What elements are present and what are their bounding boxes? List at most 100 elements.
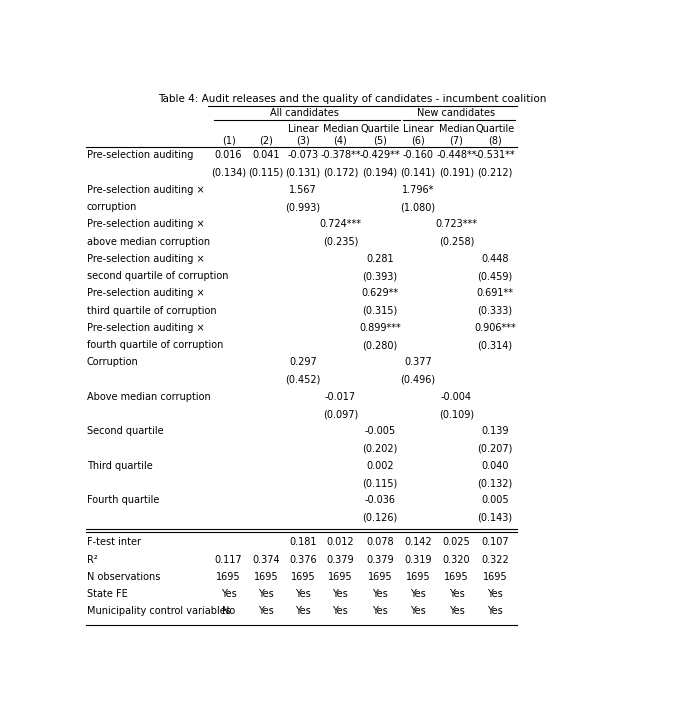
Text: 1695: 1695	[291, 572, 315, 582]
Text: 0.376: 0.376	[289, 555, 317, 565]
Text: (8): (8)	[488, 135, 502, 145]
Text: Pre-selection auditing ×: Pre-selection auditing ×	[87, 220, 205, 230]
Text: Yes: Yes	[487, 589, 503, 599]
Text: (7): (7)	[449, 135, 463, 145]
Text: corruption: corruption	[87, 202, 137, 212]
Text: Yes: Yes	[333, 606, 348, 616]
Text: 1695: 1695	[368, 572, 392, 582]
Text: 0.374: 0.374	[252, 555, 280, 565]
Text: (0.202): (0.202)	[362, 444, 398, 454]
Text: 0.629**: 0.629**	[361, 289, 398, 299]
Text: 0.906***: 0.906***	[474, 323, 516, 333]
Text: -0.160: -0.160	[403, 151, 433, 161]
Text: 1695: 1695	[216, 572, 241, 582]
Text: (0.993): (0.993)	[286, 202, 321, 212]
Text: 0.691**: 0.691**	[476, 289, 513, 299]
Text: New candidates: New candidates	[418, 107, 495, 118]
Text: 1695: 1695	[482, 572, 507, 582]
Text: 1695: 1695	[328, 572, 352, 582]
Text: -0.017: -0.017	[325, 392, 356, 402]
Text: (0.496): (0.496)	[401, 375, 436, 385]
Text: 0.142: 0.142	[404, 538, 432, 547]
Text: -0.378**: -0.378**	[320, 151, 361, 161]
Text: (0.109): (0.109)	[439, 409, 474, 419]
Text: (0.314): (0.314)	[477, 340, 513, 350]
Text: R²: R²	[87, 555, 98, 565]
Text: -0.073: -0.073	[288, 151, 319, 161]
Text: Yes: Yes	[487, 606, 503, 616]
Text: Yes: Yes	[258, 589, 273, 599]
Text: Linear: Linear	[403, 124, 433, 134]
Text: Table 4: Audit releases and the quality of candidates - incumbent coalition: Table 4: Audit releases and the quality …	[158, 94, 546, 104]
Text: 0.025: 0.025	[442, 538, 471, 547]
Text: Yes: Yes	[221, 589, 236, 599]
Text: -0.448**: -0.448**	[436, 151, 477, 161]
Text: State FE: State FE	[87, 589, 128, 599]
Text: (0.212): (0.212)	[477, 168, 513, 178]
Text: (0.258): (0.258)	[439, 237, 474, 247]
Text: 1695: 1695	[444, 572, 469, 582]
Text: Pre-selection auditing ×: Pre-selection auditing ×	[87, 185, 205, 195]
Text: (0.115): (0.115)	[362, 478, 397, 488]
Text: Yes: Yes	[372, 606, 387, 616]
Text: (5): (5)	[373, 135, 387, 145]
Text: (0.315): (0.315)	[362, 306, 397, 316]
Text: 0.040: 0.040	[481, 461, 508, 471]
Text: Median: Median	[438, 124, 474, 134]
Text: 0.181: 0.181	[289, 538, 317, 547]
Text: (1): (1)	[222, 135, 236, 145]
Text: Corruption: Corruption	[87, 358, 139, 368]
Text: No: No	[222, 606, 235, 616]
Text: (0.191): (0.191)	[439, 168, 474, 178]
Text: (0.235): (0.235)	[323, 237, 358, 247]
Text: Yes: Yes	[449, 589, 464, 599]
Text: 0.319: 0.319	[405, 555, 432, 565]
Text: 1695: 1695	[254, 572, 278, 582]
Text: Second quartile: Second quartile	[87, 427, 164, 437]
Text: (0.143): (0.143)	[477, 513, 513, 523]
Text: 0.117: 0.117	[215, 555, 243, 565]
Text: (1.080): (1.080)	[401, 202, 436, 212]
Text: (0.172): (0.172)	[323, 168, 358, 178]
Text: -0.036: -0.036	[364, 496, 395, 506]
Text: (0.134): (0.134)	[211, 168, 246, 178]
Text: 0.107: 0.107	[481, 538, 508, 547]
Text: above median corruption: above median corruption	[87, 237, 210, 247]
Text: 0.322: 0.322	[481, 555, 508, 565]
Text: 0.005: 0.005	[481, 496, 508, 506]
Text: fourth quartile of corruption: fourth quartile of corruption	[87, 340, 223, 350]
Text: (0.131): (0.131)	[286, 168, 321, 178]
Text: Municipality control variables: Municipality control variables	[87, 606, 231, 616]
Text: Pre-selection auditing ×: Pre-selection auditing ×	[87, 254, 205, 264]
Text: -0.531**: -0.531**	[475, 151, 515, 161]
Text: Yes: Yes	[410, 589, 426, 599]
Text: Yes: Yes	[258, 606, 273, 616]
Text: Yes: Yes	[449, 606, 464, 616]
Text: 0.724***: 0.724***	[319, 220, 361, 230]
Text: 0.281: 0.281	[366, 254, 394, 264]
Text: Pre-selection auditing: Pre-selection auditing	[87, 151, 193, 161]
Text: Yes: Yes	[295, 606, 311, 616]
Text: (0.126): (0.126)	[362, 513, 397, 523]
Text: 1.796*: 1.796*	[402, 185, 434, 195]
Text: -0.004: -0.004	[441, 392, 472, 402]
Text: F-test inter: F-test inter	[87, 538, 141, 547]
Text: Quartile: Quartile	[360, 124, 399, 134]
Text: Yes: Yes	[295, 589, 311, 599]
Text: Median: Median	[323, 124, 358, 134]
Text: 1.567: 1.567	[289, 185, 317, 195]
Text: Yes: Yes	[410, 606, 426, 616]
Text: -0.005: -0.005	[364, 427, 395, 437]
Text: (3): (3)	[296, 135, 310, 145]
Text: (0.115): (0.115)	[248, 168, 284, 178]
Text: second quartile of corruption: second quartile of corruption	[87, 271, 229, 281]
Text: N observations: N observations	[87, 572, 160, 582]
Text: 0.320: 0.320	[442, 555, 471, 565]
Text: (0.207): (0.207)	[477, 444, 513, 454]
Text: 0.016: 0.016	[215, 151, 243, 161]
Text: Yes: Yes	[333, 589, 348, 599]
Text: 0.078: 0.078	[366, 538, 394, 547]
Text: Quartile: Quartile	[475, 124, 515, 134]
Text: (6): (6)	[412, 135, 425, 145]
Text: (0.194): (0.194)	[362, 168, 397, 178]
